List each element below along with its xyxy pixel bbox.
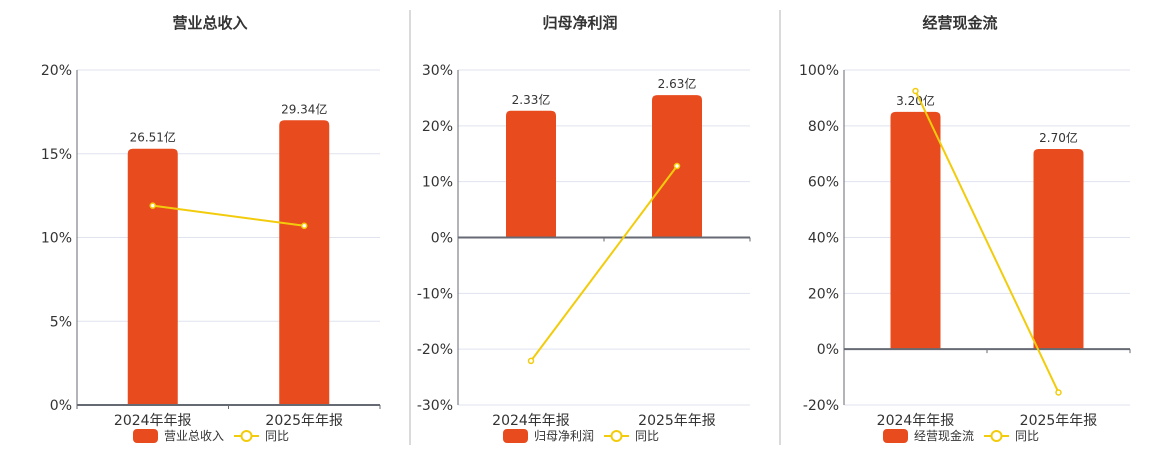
legend-line-label: 同比 bbox=[635, 429, 659, 443]
legend: 营业总收入 同比 bbox=[133, 429, 289, 443]
y-tick-label: 60% bbox=[808, 175, 839, 191]
y-tick-label: 0% bbox=[817, 342, 839, 358]
bar-data-label: 2.70亿 bbox=[1039, 130, 1078, 145]
chart-panel-2: 归母净利润 30% 20% 10% 0% -10% -20% -30% 2.33亿 2.63亿 20… bbox=[417, 14, 751, 443]
y-tick-label: -30% bbox=[417, 398, 453, 414]
y-tick-label: 20% bbox=[422, 119, 453, 135]
chart-title: 归母净利润 bbox=[542, 14, 617, 32]
yoy-point bbox=[301, 222, 308, 230]
yoy-point bbox=[149, 202, 156, 209]
y-tick-label: 10% bbox=[422, 175, 453, 191]
legend-bar-label: 营业总收入 bbox=[164, 429, 224, 443]
y-tick-label: 0% bbox=[50, 398, 72, 414]
x-tick-label: 2024年年报 bbox=[492, 413, 570, 429]
chart-title: 经营现金流 bbox=[922, 14, 997, 32]
legend-line-label: 同比 bbox=[1015, 429, 1039, 443]
y-tick-label: 0% bbox=[431, 231, 453, 247]
bar bbox=[1033, 149, 1084, 350]
legend-bar-swatch bbox=[133, 429, 158, 443]
bar-data-label: 2.33亿 bbox=[512, 92, 551, 107]
legend-line-marker bbox=[610, 430, 623, 442]
y-tick-label: 10% bbox=[41, 231, 72, 247]
bar-data-label: 2.63亿 bbox=[658, 76, 697, 91]
yoy-point bbox=[912, 87, 919, 95]
x-tick-label: 2025年年报 bbox=[265, 413, 343, 429]
x-tick-label: 2024年年报 bbox=[114, 413, 192, 429]
y-tick-label: -20% bbox=[417, 342, 453, 358]
legend-bar-swatch bbox=[883, 429, 908, 443]
bar bbox=[127, 148, 178, 405]
bar bbox=[890, 111, 941, 350]
x-tick-label: 2025年年报 bbox=[1020, 413, 1098, 429]
yoy-line bbox=[530, 165, 678, 362]
y-tick-label: 30% bbox=[422, 63, 453, 79]
legend: 经营现金流 同比 bbox=[883, 428, 1039, 443]
y-tick-label: 5% bbox=[50, 314, 72, 330]
y-tick-label: 40% bbox=[808, 231, 839, 247]
bar bbox=[279, 120, 330, 405]
y-tick-label: -10% bbox=[417, 286, 453, 302]
yoy-point bbox=[1055, 389, 1062, 396]
chart-panel-3: 经营现金流 100% 80% 60% 40% 20% 0% -20% 3.20亿 2.70亿 202… bbox=[799, 14, 1131, 443]
legend: 归母净利润 同比 bbox=[503, 429, 659, 443]
y-tick-label: 20% bbox=[41, 63, 72, 79]
chart-title: 营业总收入 bbox=[172, 14, 247, 32]
bar-data-label: 26.51亿 bbox=[130, 130, 176, 145]
yoy-point bbox=[673, 162, 681, 170]
x-tick-label: 2024年年报 bbox=[877, 413, 955, 429]
yoy-line bbox=[152, 204, 305, 227]
yoy-point bbox=[527, 357, 535, 365]
chart-panel-1: 营业总收入 20% 15% 10% 5% 0% 26.51亿 29.34亿 2024年年报 202… bbox=[41, 14, 381, 443]
yoy-line bbox=[914, 90, 1060, 393]
legend-bar-swatch bbox=[503, 429, 528, 443]
legend-line-marker bbox=[240, 430, 253, 442]
legend-line-label: 同比 bbox=[265, 429, 289, 443]
legend-line-marker bbox=[990, 430, 1003, 442]
bar-data-label: 29.34亿 bbox=[281, 101, 327, 116]
y-tick-label: 15% bbox=[41, 147, 72, 163]
bar bbox=[506, 110, 556, 238]
legend-bar-label: 归母净利润 bbox=[534, 429, 594, 443]
bar-data-label: 3.20亿 bbox=[896, 93, 935, 108]
x-tick-label: 2025年年报 bbox=[638, 413, 716, 429]
y-tick-label: 100% bbox=[799, 63, 839, 79]
y-tick-label: -20% bbox=[803, 398, 839, 414]
y-tick-label: 20% bbox=[808, 286, 839, 302]
y-tick-label: 80% bbox=[808, 119, 839, 135]
legend-bar-label: 经营现金流 bbox=[914, 428, 974, 443]
